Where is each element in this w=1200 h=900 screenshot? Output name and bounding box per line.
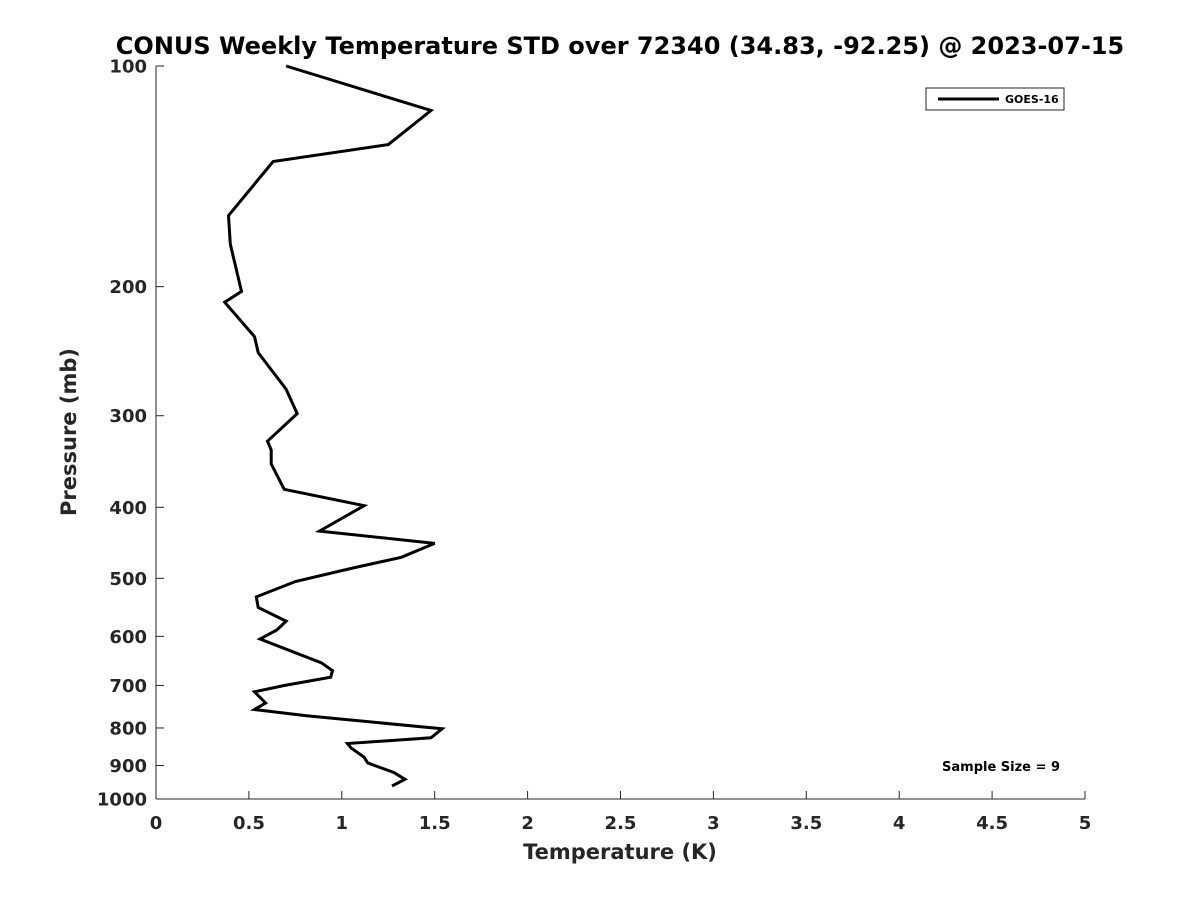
x-tick-label: 5: [1079, 813, 1092, 834]
y-tick-label: 700: [109, 676, 147, 697]
series-line-goes-16: [222, 64, 446, 788]
x-tick-label: 1.5: [419, 813, 451, 834]
x-tick-label: 4: [893, 813, 906, 834]
chart-title: CONUS Weekly Temperature STD over 72340 …: [116, 32, 1124, 60]
x-tick-label: 4.5: [976, 813, 1008, 834]
x-tick-label: 3: [707, 813, 720, 834]
y-tick-label: 300: [109, 406, 147, 427]
x-tick-label: 0: [150, 813, 163, 834]
y-tick-label: 600: [109, 627, 147, 648]
y-tick-label: 500: [109, 569, 147, 590]
legend: GOES-16: [925, 87, 1065, 111]
y-tick-label: 200: [109, 277, 147, 298]
y-tick-label: 800: [109, 718, 147, 739]
y-tick-label: 400: [109, 498, 147, 519]
x-tick-label: 2: [521, 813, 534, 834]
axis-ticks: 0 0.5 1 1.5 2 2.5 3 3.5 4 4.5 5 100 200 300 400 500 600 7…: [97, 57, 1091, 835]
legend-label: GOES-16: [1005, 93, 1059, 106]
series-lines: [222, 64, 446, 788]
x-tick-label: 1: [336, 813, 349, 834]
y-axis-label: Pressure (mb): [57, 348, 81, 516]
y-tick-label: 1000: [97, 790, 147, 811]
x-tick-label: 3.5: [790, 813, 822, 834]
sample-size-annotation: Sample Size = 9: [942, 760, 1060, 775]
x-tick-label: 2.5: [605, 813, 637, 834]
x-axis-label: Temperature (K): [523, 840, 717, 864]
y-tick-label: 100: [109, 57, 147, 78]
y-tick-label: 900: [109, 756, 147, 777]
x-tick-label: 0.5: [233, 813, 265, 834]
